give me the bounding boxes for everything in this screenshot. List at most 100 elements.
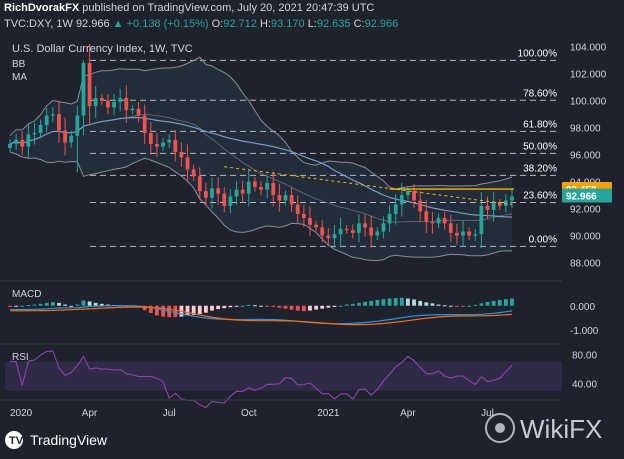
macd-axis[interactable]: 0.000 -1.000 [570,302,599,337]
price-pane[interactable]: U.S. Dollar Currency Index, 1W, TVC BB M… [5,40,562,276]
symbol-line: TVC:DXY, 1W 92.966 ▲ +0.138 (+0.15%) O:9… [4,18,398,30]
macd-title: MACD [12,289,41,300]
macd-bar [155,305,159,316]
candle-body [479,205,484,235]
candle-body [228,196,233,206]
macd-bar [320,305,325,309]
fib-label: 38.20% [523,163,557,174]
candle-body [38,124,43,134]
macd-bar [87,301,92,306]
candle-body [69,135,74,143]
rsi-tick-label: 40.00 [572,379,597,390]
candle-body [155,143,159,147]
moving-average [9,116,513,218]
wikifx-watermark: WikiFX [485,413,602,444]
macd-bar [222,305,227,309]
time-tick-label: Jul [481,408,494,419]
time-tick-label: Jul [163,408,176,419]
candle-body [295,204,300,214]
macd-bar [81,300,86,306]
macd-pane[interactable]: MACD [8,289,514,326]
rsi-pane[interactable]: RSI [5,350,562,409]
macd-bar [430,303,435,306]
author-name[interactable]: RichDvorakFX [4,2,80,14]
candle-body [467,231,472,236]
candle-body [399,195,404,205]
close-label: C: [353,18,365,30]
macd-bar [350,303,355,306]
macd-bar [20,305,25,307]
indicator-ma-label: MA [12,72,27,83]
macd-bar [50,302,55,306]
macd-bar [197,305,202,314]
candle-body [197,176,202,192]
macd-bar [148,305,153,313]
candle-body [455,232,459,236]
tradingview-logo[interactable]: TV TradingView [5,431,108,449]
macd-bar [69,305,74,307]
candle-body [381,223,386,232]
macd-bar [234,305,239,307]
candle-body [393,204,398,214]
time-axis[interactable]: 2020 Apr Jul Oct 2021 Apr Jul [10,408,494,419]
macd-bar [295,305,300,311]
bollinger-fill-area [10,57,512,261]
macd-bar [338,305,343,307]
candle-body [161,142,165,147]
wikifx-logo-dot [495,423,505,433]
candle-body [412,191,416,201]
candle-body [497,203,502,206]
symbol-text[interactable]: TVC:DXY, 1W [4,18,73,30]
macd-bar [26,305,31,307]
candle-body [387,213,392,224]
fib-label: 100.00% [518,48,558,59]
price-badge-label: 92.966 [566,192,597,203]
candle-body [130,108,135,111]
macd-bar [467,305,472,307]
candle-body [99,97,104,101]
fib-label: 78.60% [523,88,557,99]
macd-bar [479,303,484,306]
open-label: O: [211,18,224,30]
candle-body [344,228,349,231]
time-tick-label: Apr [82,408,98,419]
macd-bar [399,297,404,306]
macd-bar [381,299,386,306]
price-tick-label: 96.000 [570,151,601,162]
macd-bar [387,298,392,306]
macd-bar [106,304,110,306]
macd-bar [99,303,104,306]
price-tick-label: 98.000 [570,124,601,135]
tradingview-logo-icon [5,431,23,449]
rsi-band [5,361,562,391]
candle-body [26,134,31,147]
macd-bar [271,305,276,307]
candle-body [338,228,343,235]
rsi-axis[interactable]: 80.00 40.00 [572,350,597,390]
rsi-title: RSI [12,352,29,363]
macd-bar [503,299,508,306]
bollinger-lower [9,151,513,262]
macd-bar [497,299,502,306]
descending-trendline [224,166,513,206]
candle-body [240,189,245,194]
macd-bar [216,305,221,310]
macd-bar [357,302,361,306]
macd-bar [57,302,61,306]
macd-bar [510,298,514,306]
fib-label: 50.00% [523,141,557,152]
price-axis[interactable]: 104.000102.000100.00098.00096.00094.0009… [570,43,607,270]
candle-body [148,133,153,144]
candle-body [191,169,196,177]
open-value: 92.712 [223,18,257,30]
macd-bar [277,305,282,308]
chart-title: U.S. Dollar Currency Index, 1W, TVC [12,43,193,55]
macd-bar [265,305,270,307]
candle-body [93,97,98,107]
candle-body [222,193,227,206]
candle-body [259,186,263,190]
macd-bar [14,305,19,307]
macd-bar [289,305,294,310]
macd-bar [246,305,251,307]
